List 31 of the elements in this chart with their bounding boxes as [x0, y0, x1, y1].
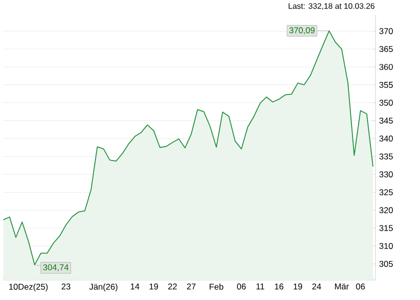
y-tick-label: 305: [379, 260, 393, 267]
x-tick-label: Jän(26): [89, 284, 118, 292]
y-tick-label: 350: [379, 100, 393, 106]
x-tick-label: 11: [256, 284, 264, 290]
annotation: 370,09: [289, 27, 315, 34]
x-tick-label: 22: [168, 284, 177, 290]
y-tick-label: 340: [379, 136, 393, 142]
y-tick-label: 315: [379, 225, 393, 232]
y-tick-label: 360: [379, 64, 393, 70]
x-tick-label: Mär: [335, 284, 349, 290]
x-tick-label: Feb: [210, 284, 224, 290]
x-tick-label: 23: [62, 284, 70, 290]
y-tick-label: 345: [379, 118, 393, 124]
x-tick-label: 27: [187, 284, 196, 290]
annotation: 304,74: [43, 264, 68, 272]
x-tick-label: 16: [274, 284, 284, 290]
y-tick-label: 335: [379, 153, 393, 160]
y-tick-label: 365: [379, 46, 393, 52]
x-tick-label: 10Dez(25): [9, 284, 48, 292]
x-tick-label: 24: [312, 284, 322, 290]
x-tick-label: 06: [356, 284, 365, 290]
y-tick-label: 320: [379, 207, 393, 214]
y-tick-label: 330: [379, 171, 393, 178]
x-tick-label: 06: [237, 284, 246, 290]
x-tick-label: 19: [294, 284, 302, 290]
y-tick-label: 355: [379, 82, 393, 88]
x-tick-label: 14: [130, 284, 140, 290]
x-tick-label: 19: [150, 284, 158, 290]
y-tick-label: 370: [379, 28, 393, 34]
y-tick-label: 310: [379, 242, 393, 249]
y-tick-label: 325: [379, 189, 393, 196]
